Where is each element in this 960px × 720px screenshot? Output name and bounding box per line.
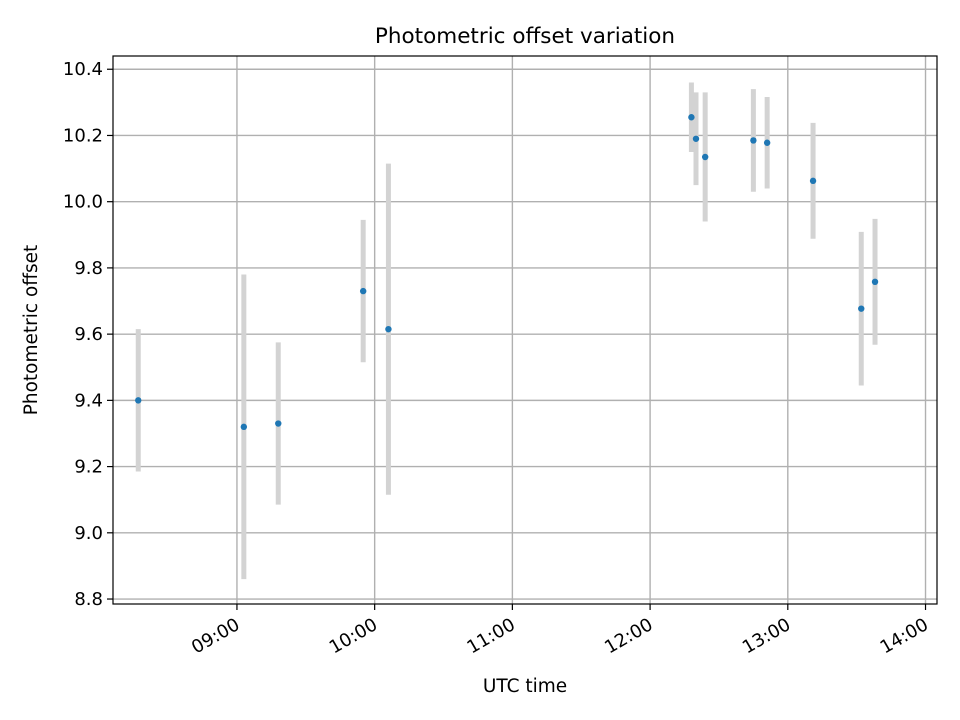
data-point (135, 397, 142, 404)
y-tick-label: 9.8 (74, 258, 103, 279)
y-tick-label: 9.2 (74, 457, 103, 478)
x-axis-label: UTC time (483, 676, 567, 697)
data-point (858, 305, 865, 312)
y-tick-label: 9.6 (74, 324, 103, 345)
data-point (750, 137, 757, 144)
y-tick-label: 10.4 (63, 59, 103, 80)
y-tick-label: 10.0 (63, 192, 103, 213)
y-tick-label: 9.0 (74, 523, 103, 544)
data-point (240, 423, 248, 431)
y-axis-label: Photometric offset (21, 245, 42, 416)
chart-title: Photometric offset variation (375, 24, 675, 49)
data-point (385, 325, 392, 333)
plot-frame (112, 55, 938, 605)
y-tick-label: 10.2 (63, 125, 103, 146)
data-point (701, 153, 709, 161)
y-tick-label: 9.4 (74, 390, 103, 411)
data-point (359, 287, 367, 295)
data-point (692, 135, 700, 142)
data-point (275, 420, 282, 427)
grid-layer (113, 56, 937, 604)
data-point (871, 278, 879, 286)
data-point (763, 139, 771, 146)
data-point (688, 114, 695, 121)
point-layer (135, 114, 879, 431)
y-tick-label: 8.8 (74, 589, 103, 610)
data-point (809, 177, 817, 185)
